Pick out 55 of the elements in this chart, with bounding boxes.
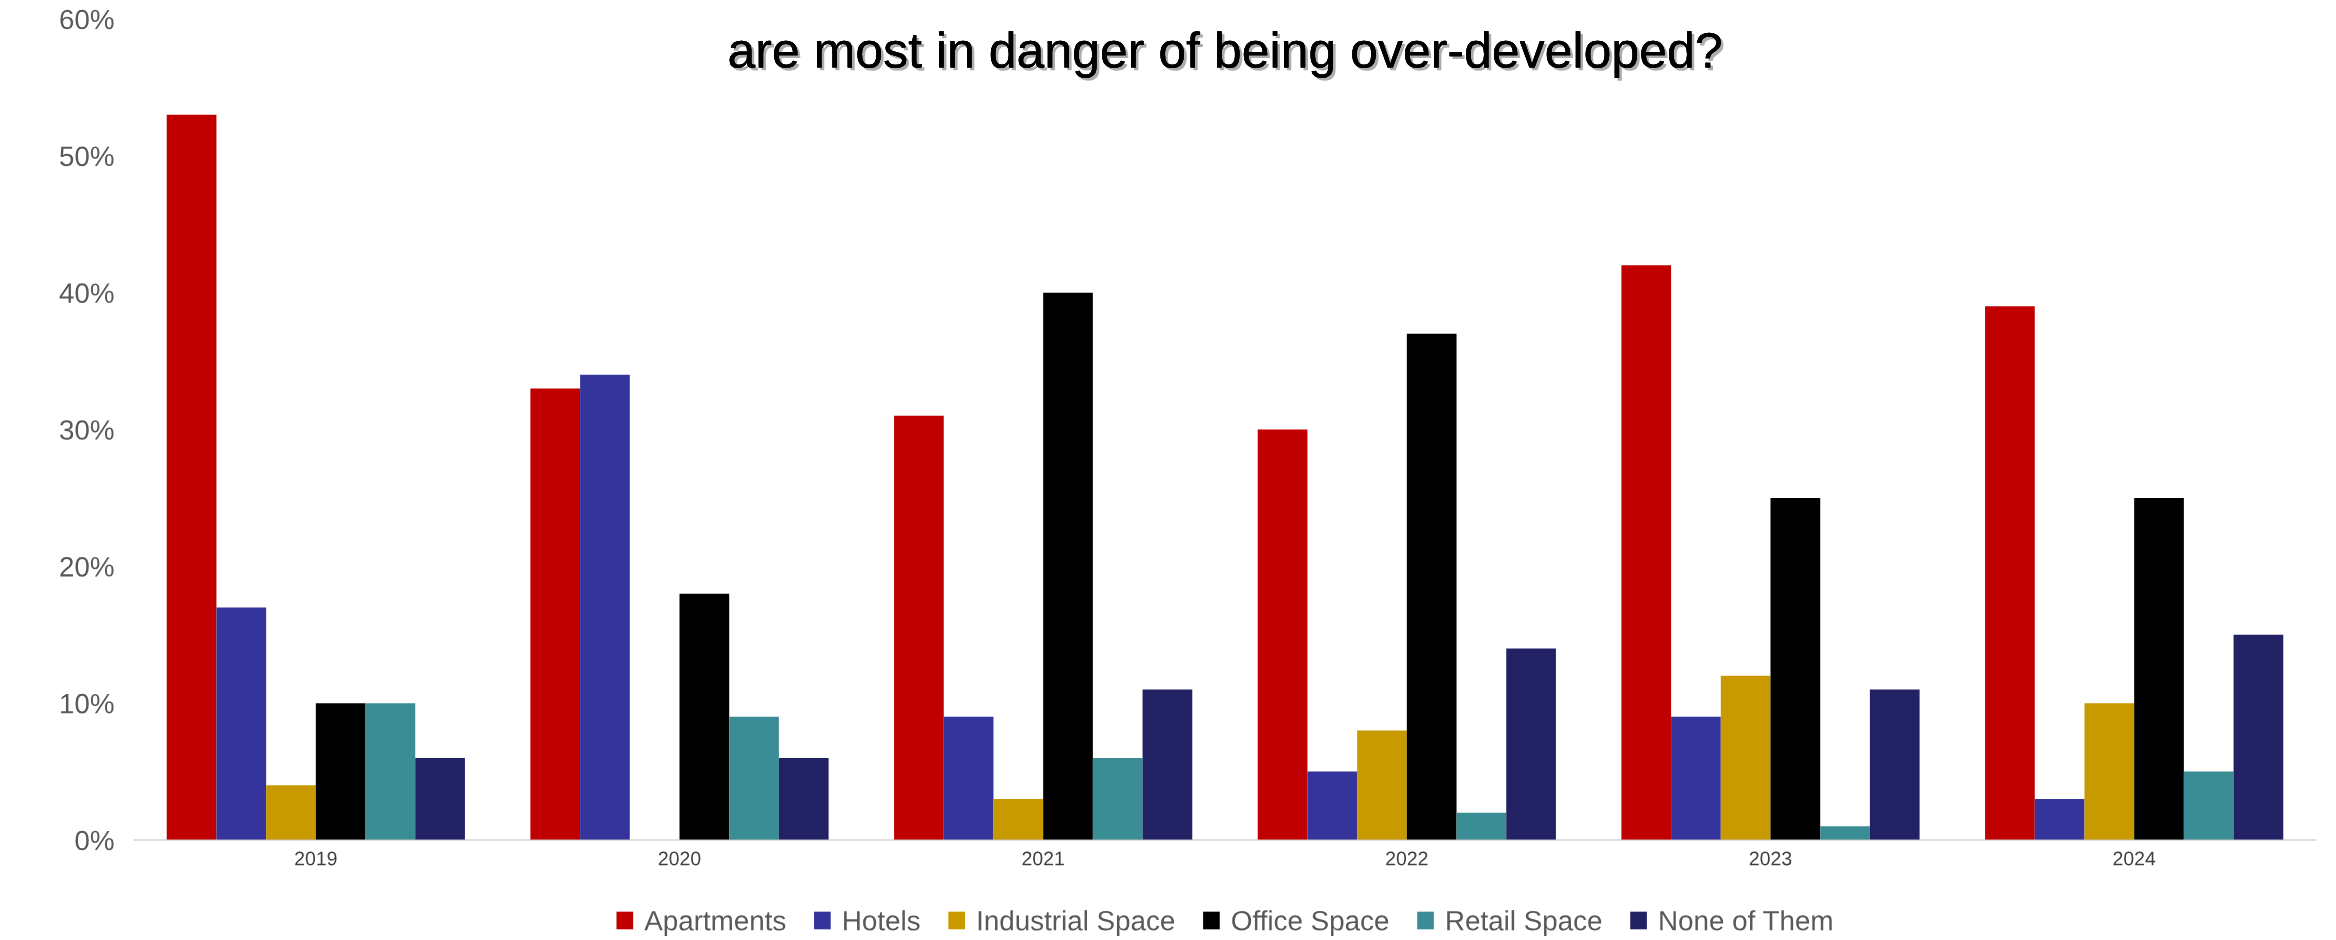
legend-label: Hotels bbox=[844, 910, 920, 931]
bar bbox=[365, 703, 416, 840]
x-tick-label: 2021 bbox=[1022, 851, 1064, 866]
bar bbox=[1406, 333, 1457, 840]
bar bbox=[2134, 497, 2184, 840]
bar bbox=[1506, 648, 1556, 840]
bar bbox=[778, 757, 829, 840]
x-tick-label: 2019 bbox=[295, 851, 337, 866]
bar bbox=[1770, 497, 1821, 840]
legend-label: Apartments bbox=[644, 911, 786, 937]
y-tick-label: 40% bbox=[59, 283, 114, 304]
bar bbox=[266, 785, 316, 840]
bar bbox=[530, 388, 581, 840]
bar bbox=[1671, 716, 1721, 840]
bar bbox=[1043, 292, 1093, 840]
legend-label: None of Them bbox=[1660, 910, 1832, 931]
bar bbox=[216, 607, 267, 840]
y-tick-label: 50% bbox=[60, 146, 114, 167]
bar bbox=[166, 114, 217, 840]
y-tick-label: 60% bbox=[60, 9, 114, 30]
legend-label: Retail Space bbox=[1447, 910, 1602, 937]
bar bbox=[1720, 675, 1771, 840]
bar bbox=[1307, 771, 1358, 840]
x-tick-label: 2023 bbox=[1749, 851, 1792, 866]
bar bbox=[679, 593, 730, 840]
bar bbox=[729, 716, 779, 840]
bar bbox=[315, 703, 366, 840]
legend-label: Office Space bbox=[1232, 910, 1389, 937]
bar bbox=[894, 415, 944, 840]
bar bbox=[1456, 812, 1507, 840]
chart-title: are most in danger of being over-developed? bbox=[729, 31, 1724, 81]
y-tick-label: 30% bbox=[60, 420, 114, 440]
bar bbox=[943, 716, 994, 840]
bar bbox=[580, 374, 630, 840]
x-tick-label: 2022 bbox=[1386, 851, 1428, 866]
bar bbox=[2084, 703, 2135, 840]
bar bbox=[1621, 265, 1672, 840]
bar bbox=[993, 798, 1044, 840]
bar bbox=[1869, 689, 1920, 840]
bar bbox=[1985, 306, 2035, 840]
bar bbox=[1257, 429, 1308, 840]
legend-label: Industrial Space bbox=[978, 910, 1175, 937]
y-tick-label: 20% bbox=[60, 557, 114, 577]
bar bbox=[1820, 826, 1870, 840]
bar bbox=[2183, 771, 2234, 840]
x-tick-label: 2020 bbox=[658, 851, 701, 866]
bar bbox=[1142, 689, 1193, 840]
bar bbox=[1092, 757, 1143, 840]
bar bbox=[415, 757, 465, 840]
y-tick-label: 0% bbox=[75, 830, 114, 851]
bar bbox=[2233, 634, 2284, 840]
x-tick-label: 2024 bbox=[2113, 851, 2156, 866]
bar bbox=[2034, 798, 2085, 840]
bar bbox=[1357, 730, 1407, 840]
y-tick-label: 10% bbox=[61, 693, 114, 714]
